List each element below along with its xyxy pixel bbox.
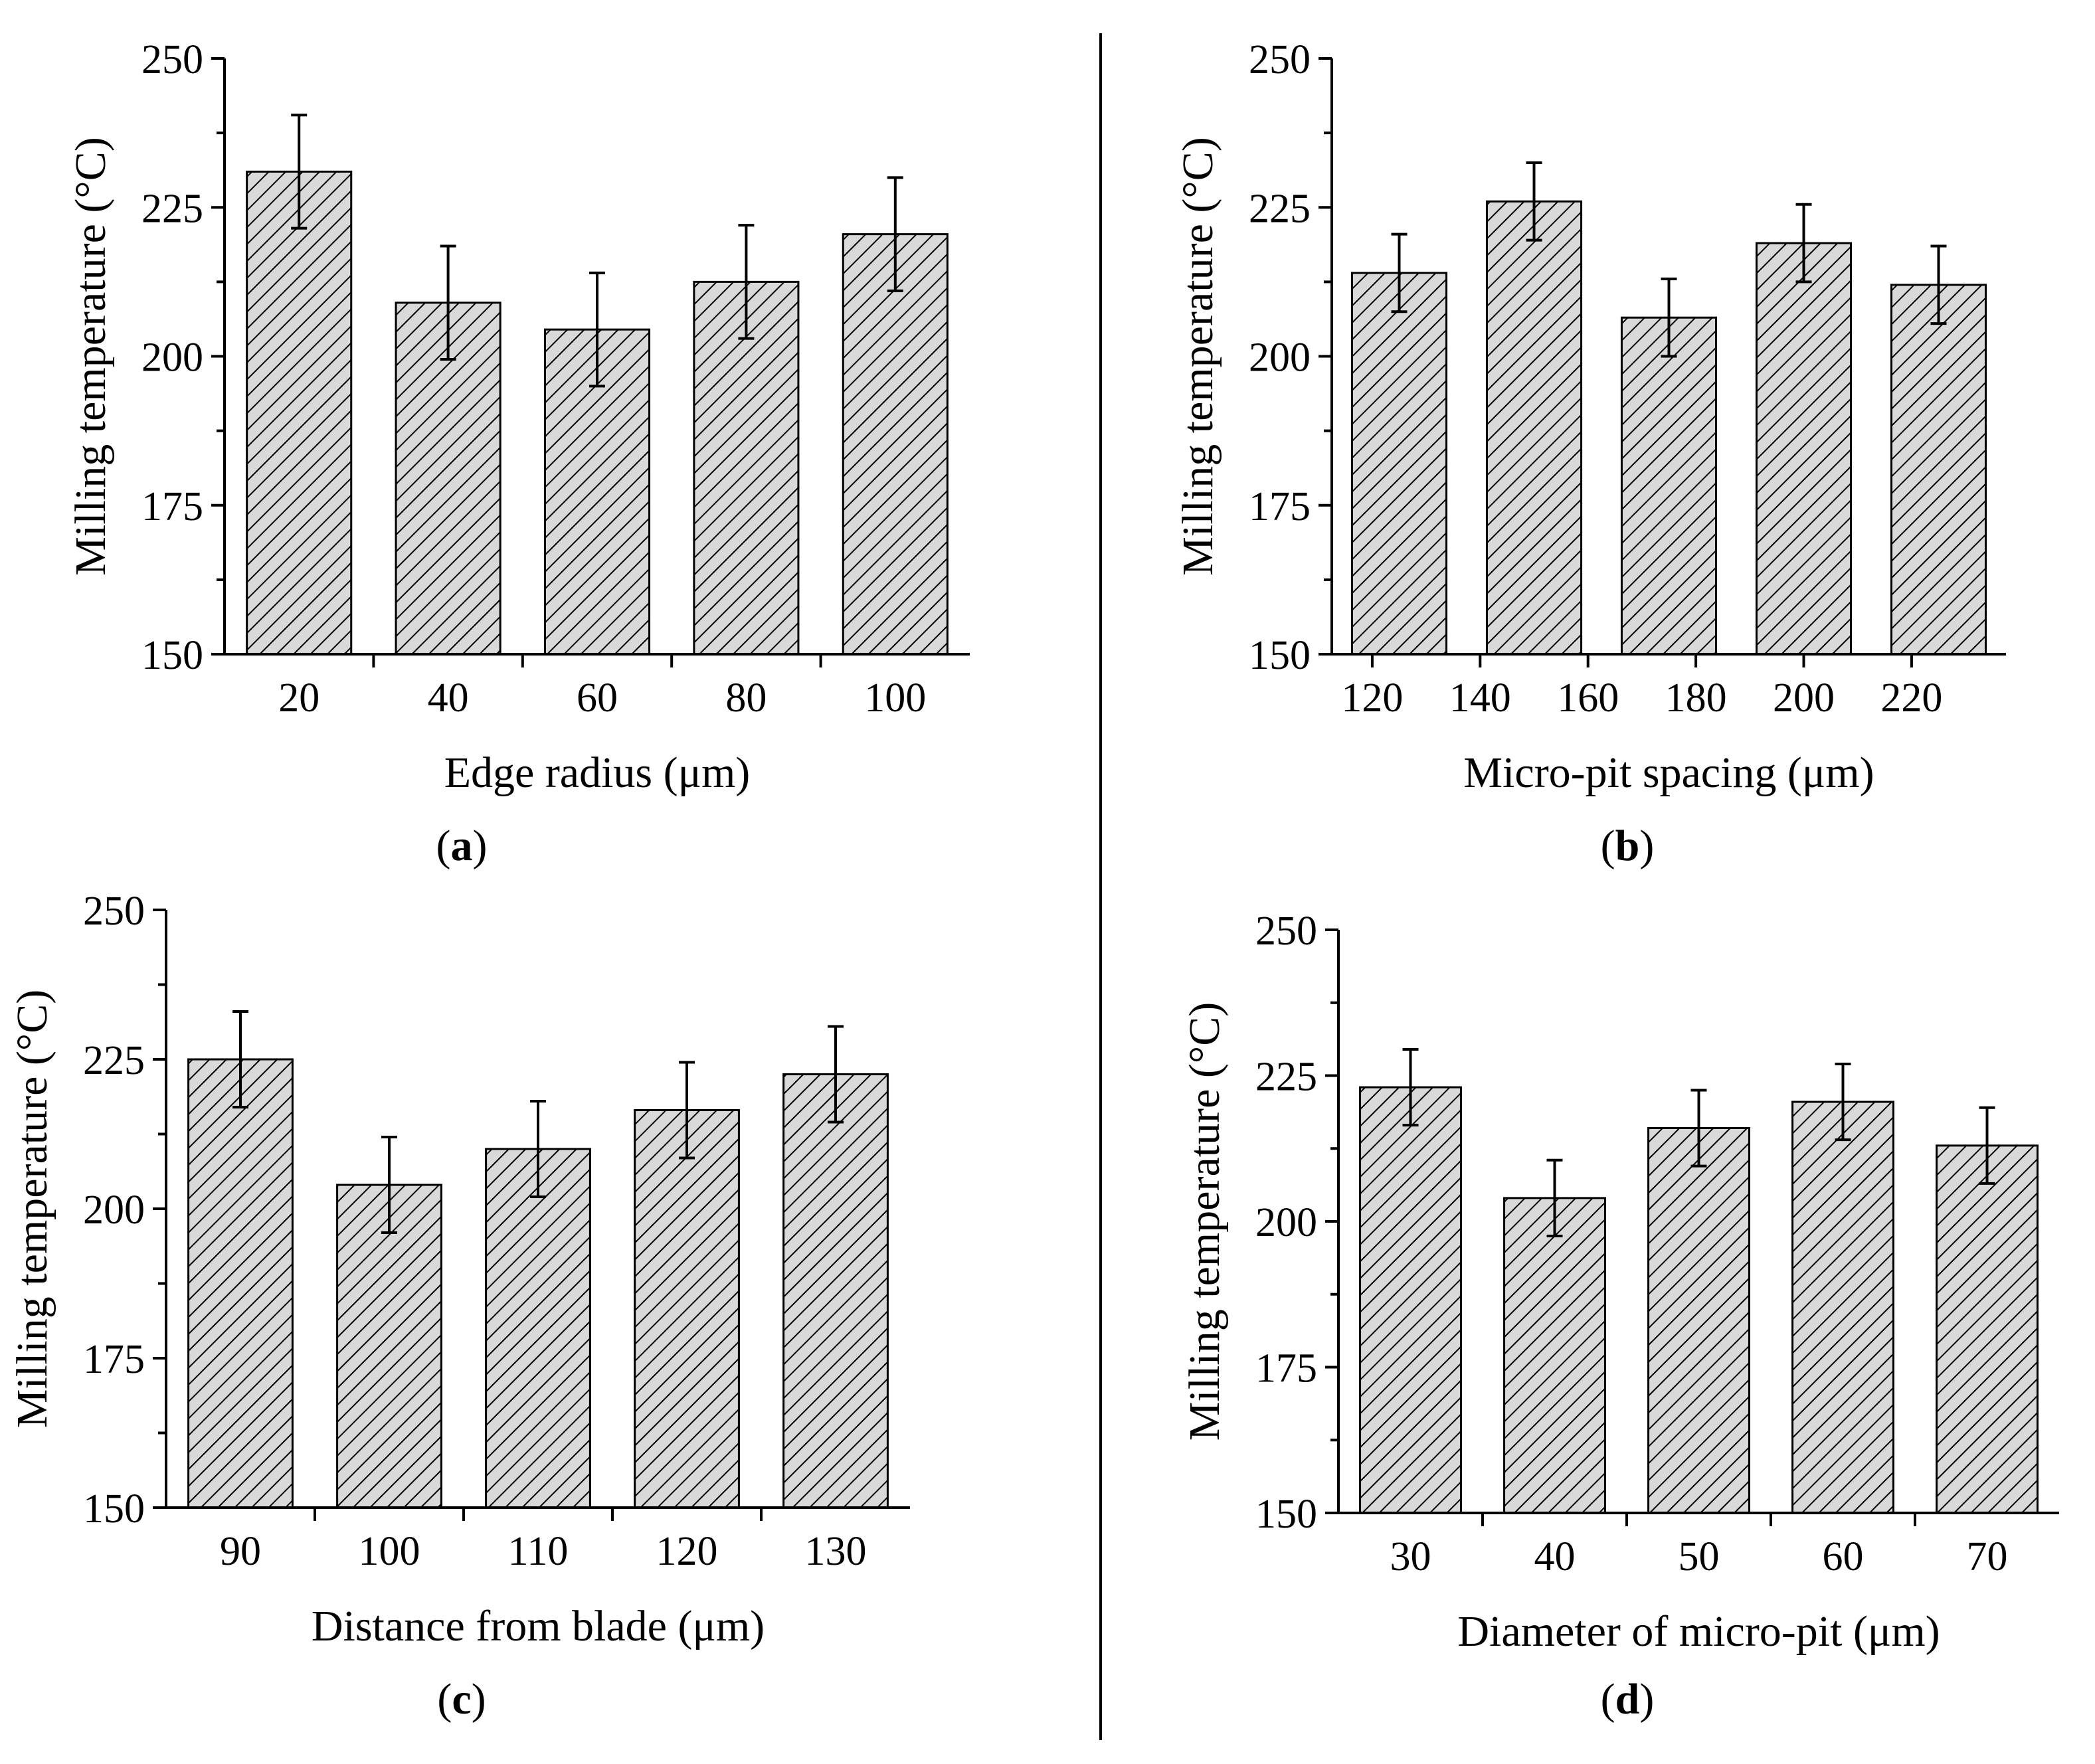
panel-letter: d xyxy=(1615,1675,1640,1723)
chart-panel-b: 150 175 200 225 250 120 140 160 180 200 220Micro-p… xyxy=(1174,37,2006,870)
y-tick-label: 150 xyxy=(83,1486,145,1532)
bar xyxy=(336,1184,442,1509)
panel-label: (c) xyxy=(437,1675,486,1723)
y-tick-label: 175 xyxy=(1255,1346,1317,1391)
panel-letter: a xyxy=(451,822,473,870)
chart-panel-c: 150 175 200 225 250 90 100 110 120 130 Distance fr… xyxy=(8,889,910,1723)
y-tick-label: 200 xyxy=(141,335,203,381)
panel-label: (b) xyxy=(1601,822,1655,870)
y-axis-title: Milling temperature (°C) xyxy=(1180,1002,1229,1441)
bar xyxy=(1350,272,1448,656)
bar xyxy=(395,302,501,656)
y-tick-label: 150 xyxy=(1255,1492,1317,1537)
x-tick-label: 120 xyxy=(1341,675,1403,721)
y-axis-title: Milling temperature (°C) xyxy=(8,990,56,1429)
bar xyxy=(1755,242,1853,656)
y-tick-label: 250 xyxy=(1249,37,1311,82)
bar xyxy=(1503,1197,1606,1514)
x-tick-label: 160 xyxy=(1557,675,1619,721)
y-tick-label: 175 xyxy=(1249,484,1311,529)
bar xyxy=(1890,284,1987,656)
x-tick-label: 140 xyxy=(1449,675,1511,721)
y-tick-label: 225 xyxy=(1255,1055,1317,1100)
y-tick-label: 250 xyxy=(141,37,203,82)
x-tick-label: 200 xyxy=(1773,675,1835,721)
x-tick-label: 40 xyxy=(1534,1534,1576,1579)
x-axis-title: Distance from blade (μm) xyxy=(312,1602,765,1650)
y-axis-title: Milling temperature (°C) xyxy=(1174,137,1222,576)
bar xyxy=(1485,200,1583,656)
x-tick-label: 100 xyxy=(359,1529,420,1574)
x-tick-label: 80 xyxy=(725,675,767,721)
bar xyxy=(1936,1144,2039,1514)
chart-panel-d: 150 175 200 225 250 30 40 50 60 70 Diameter of mic… xyxy=(1180,909,2059,1723)
x-tick-label: 120 xyxy=(656,1529,718,1574)
panel-letter: b xyxy=(1615,822,1640,870)
y-tick-label: 250 xyxy=(1255,909,1317,954)
bar xyxy=(634,1109,740,1509)
x-tick-label: 90 xyxy=(220,1529,261,1574)
y-tick-label: 175 xyxy=(83,1337,145,1382)
x-tick-label: 40 xyxy=(428,675,469,721)
x-tick-label: 180 xyxy=(1665,675,1727,721)
x-tick-label: 100 xyxy=(864,675,926,721)
x-tick-label: 50 xyxy=(1679,1534,1720,1579)
x-tick-label: 60 xyxy=(577,675,618,721)
bar xyxy=(246,170,353,656)
x-axis-title: Diameter of micro-pit (μm) xyxy=(1457,1607,1940,1656)
x-tick-label: 130 xyxy=(805,1529,867,1574)
bar xyxy=(842,233,949,656)
y-tick-label: 225 xyxy=(83,1038,145,1083)
x-tick-label: 220 xyxy=(1880,675,1942,721)
bar xyxy=(485,1148,591,1509)
panel-label: (d) xyxy=(1601,1675,1655,1723)
bar xyxy=(1620,316,1718,656)
y-tick-label: 250 xyxy=(83,889,145,934)
y-tick-label: 150 xyxy=(1249,633,1311,678)
bar xyxy=(1647,1127,1750,1514)
bar xyxy=(1791,1101,1894,1514)
x-axis-title: Edge radius (μm) xyxy=(444,749,751,797)
y-tick-label: 175 xyxy=(141,484,203,529)
y-tick-label: 225 xyxy=(141,186,203,231)
x-axis-title: Micro-pit spacing (μm) xyxy=(1463,749,1874,797)
x-tick-label: 30 xyxy=(1390,1534,1431,1579)
bar xyxy=(1359,1086,1462,1514)
bar xyxy=(782,1073,889,1509)
x-tick-label: 110 xyxy=(508,1529,569,1574)
chart-panel-a: 150 175 200 225 250 20 40 60 80 100 Edge radius (μ… xyxy=(66,37,970,870)
y-tick-label: 200 xyxy=(1255,1200,1317,1245)
panel-letter: c xyxy=(452,1675,471,1723)
x-tick-label: 70 xyxy=(1967,1534,2008,1579)
panel-label: (a) xyxy=(436,822,488,870)
y-tick-label: 200 xyxy=(83,1188,145,1233)
y-tick-label: 200 xyxy=(1249,335,1311,381)
y-tick-label: 225 xyxy=(1249,186,1311,231)
bar xyxy=(187,1058,294,1509)
y-tick-label: 150 xyxy=(141,633,203,678)
x-tick-label: 60 xyxy=(1823,1534,1864,1579)
x-tick-label: 20 xyxy=(278,675,319,721)
y-axis-title: Milling temperature (°C) xyxy=(66,137,115,576)
